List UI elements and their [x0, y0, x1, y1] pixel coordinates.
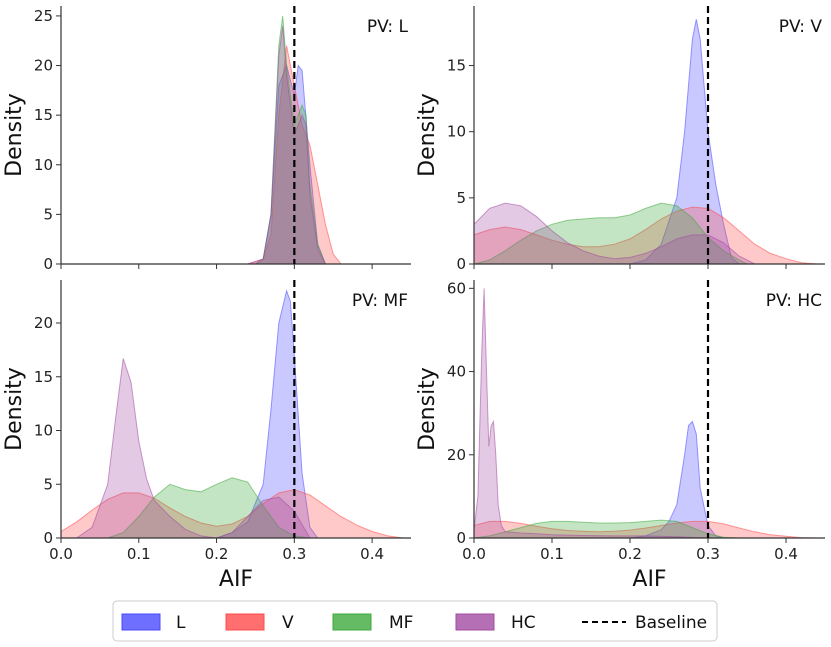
- y-tick-label: 0: [456, 255, 466, 273]
- y-axis-title: Density: [415, 367, 440, 451]
- y-tick-label: 40: [447, 363, 466, 381]
- panel-pv-v: 0 5 10 15 PV: V Density: [415, 6, 825, 273]
- x-tick-label: 0.0: [49, 545, 73, 563]
- y-tick-label: 0: [456, 529, 466, 547]
- y-tick-label: 15: [34, 368, 53, 386]
- legend-label: V: [282, 613, 294, 633]
- y-tick-label: 10: [34, 156, 53, 174]
- x-tick-label: 0.2: [205, 545, 229, 563]
- x-tick-label: 0.4: [774, 545, 798, 563]
- y-tick-label: 15: [34, 106, 53, 124]
- density-area-mf: [473, 202, 748, 265]
- panel-pv-hc: 0 20 40 60 0.0 0.1 0.2 0.3 0.4 PV: HC Density AIF: [415, 279, 825, 592]
- y-tick-label: 5: [43, 205, 53, 223]
- legend-label: MF: [389, 613, 413, 633]
- legend-frame: [112, 600, 718, 642]
- y-tick-label: 0: [43, 255, 53, 273]
- panel-title: PV: HC: [766, 291, 822, 311]
- x-axis-title: AIF: [219, 567, 253, 592]
- panel-title: PV: MF: [352, 291, 408, 311]
- legend-swatch-hc: [455, 613, 495, 631]
- legend-swatch-mf: [332, 613, 372, 631]
- density-area-mf: [107, 477, 310, 539]
- density-area-v: [473, 520, 818, 539]
- x-tick-label: 0.3: [696, 545, 720, 563]
- y-axis-title: Density: [415, 93, 440, 177]
- panels-group: 0 5 10 15 20 25 PV: L Density 0 5 10 15 PV: V Density…: [2, 6, 825, 592]
- x-tick-label: 0.2: [618, 545, 642, 563]
- legend-item-v: V: [225, 613, 294, 633]
- legend-label: HC: [511, 613, 536, 633]
- density-area-hc: [473, 202, 756, 265]
- density-area-hc: [473, 288, 709, 539]
- y-tick-label: 10: [447, 123, 466, 141]
- y-tick-label: 60: [447, 279, 466, 297]
- y-tick-label: 20: [447, 446, 466, 464]
- density-area-l: [629, 19, 741, 265]
- legend-swatch-v: [225, 613, 265, 631]
- panel-title: PV: V: [779, 17, 823, 37]
- legend-item-baseline: Baseline: [582, 613, 707, 633]
- y-axis-title: Density: [2, 367, 27, 451]
- legend: L V MF HC Baseline: [112, 600, 718, 642]
- x-axis-title: AIF: [632, 567, 666, 592]
- y-tick-label: 0: [43, 529, 53, 547]
- y-tick-label: 20: [34, 57, 53, 75]
- x-tick-label: 0.1: [127, 545, 151, 563]
- legend-item-hc: HC: [455, 613, 536, 633]
- legend-label: Baseline: [635, 613, 707, 633]
- density-area-l: [216, 289, 319, 539]
- y-tick-label: 10: [34, 422, 53, 440]
- y-axis-title: Density: [2, 93, 27, 177]
- legend-swatch-l: [121, 613, 161, 631]
- panel-pv-l: 0 5 10 15 20 25 PV: L Density: [2, 6, 411, 273]
- y-tick-label: 15: [447, 57, 466, 75]
- x-tick-label: 0.3: [282, 545, 306, 563]
- y-tick-label: 20: [34, 314, 53, 332]
- density-area-l: [629, 420, 724, 539]
- x-tick-label: 0.1: [540, 545, 564, 563]
- panel-pv-mf: 0 5 10 15 20 0.0 0.1 0.2 0.3 0.4 PV: MF Density AIF: [2, 280, 411, 592]
- density-area-v: [60, 489, 404, 539]
- density-area-hc: [74, 358, 311, 539]
- y-tick-label: 25: [34, 7, 53, 25]
- legend-label: L: [176, 613, 186, 633]
- x-tick-label: 0.4: [360, 545, 384, 563]
- x-tick-label: 0.0: [462, 545, 486, 563]
- y-tick-label: 5: [456, 189, 466, 207]
- y-tick-label: 5: [43, 475, 53, 493]
- legend-item-mf: MF: [332, 613, 413, 633]
- legend-item-l: L: [121, 613, 186, 633]
- panel-title: PV: L: [367, 17, 409, 37]
- density-area-hc: [253, 25, 327, 265]
